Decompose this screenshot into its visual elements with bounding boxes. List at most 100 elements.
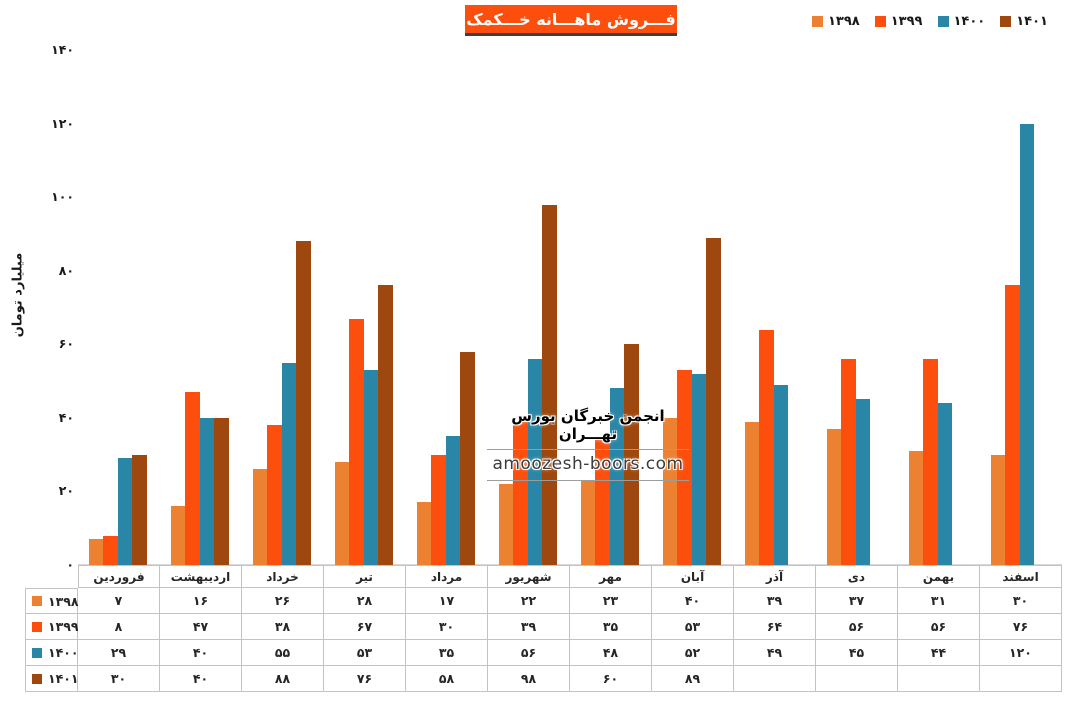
bar-1400-m1 xyxy=(117,458,132,565)
table-cell-1398-m1: ۷ xyxy=(78,588,160,614)
table-cell-1400-m4: ۵۳ xyxy=(324,640,406,666)
watermark-org-text: انجمن خبرگان بورس تهـــران xyxy=(511,407,665,443)
bar-1398-m5 xyxy=(416,502,431,565)
bar-1399-m11 xyxy=(923,359,938,565)
table-cell-1400-m8: ۵۲ xyxy=(652,640,734,666)
bar-1400-m12 xyxy=(1019,123,1034,565)
legend-item-1398: ۱۳۹۸ xyxy=(812,14,860,29)
bar-1399-m9 xyxy=(759,329,774,565)
legend-label-1401: ۱۴۰۱ xyxy=(1016,14,1048,29)
bar-1400-m4 xyxy=(363,370,378,565)
table-legend-swatch-1399 xyxy=(32,621,42,632)
bar-1399-m6 xyxy=(513,421,528,565)
bar-1399-m4 xyxy=(349,318,364,565)
watermark-site-text: amoozesh-boors.com xyxy=(492,454,684,474)
table-cell-1399-m4: ۶۷ xyxy=(324,614,406,640)
bar-1401-m2 xyxy=(214,417,229,565)
data-table: فروردین اردیبهشت خرداد تیر مرداد شهریور مهر آبا… xyxy=(25,565,1062,692)
table-legend-swatch-1401 xyxy=(32,673,42,684)
table-row-label-1398: ۱۳۹۸ xyxy=(25,588,79,614)
bar-1399-m12 xyxy=(1005,285,1020,565)
x-axis-line xyxy=(78,564,1062,565)
table-header-month-1: فروردین xyxy=(78,565,160,588)
table-cell-1401-m10 xyxy=(816,666,898,692)
table-cell-1398-m8: ۴۰ xyxy=(652,588,734,614)
legend-label-1399: ۱۳۹۹ xyxy=(890,14,923,29)
table-cell-1398-m3: ۲۶ xyxy=(242,588,324,614)
table-cell-1400-m7: ۴۸ xyxy=(570,640,652,666)
legend-item-1400: ۱۴۰۰ xyxy=(937,14,986,29)
table-cell-1399-m12: ۷۶ xyxy=(980,614,1062,640)
table-cell-1401-m8: ۸۹ xyxy=(652,666,734,692)
legend-item-1401: ۱۴۰۱ xyxy=(1000,14,1048,29)
bar-1401-m6 xyxy=(542,204,557,565)
table-cell-1398-m9: ۳۹ xyxy=(734,588,816,614)
watermark-divider-bottom xyxy=(487,480,689,481)
bar-1398-m10 xyxy=(826,428,841,565)
bar-1399-m1 xyxy=(103,535,118,565)
bar-1400-m3 xyxy=(281,362,296,565)
table-cell-1399-m2: ۴۷ xyxy=(160,614,242,640)
y-tick-60: ۶۰ xyxy=(58,336,74,352)
table-header-month-3: خرداد xyxy=(242,565,324,588)
plot-area xyxy=(78,0,1062,565)
legend-label-1400: ۱۴۰۰ xyxy=(953,14,986,29)
bar-1401-m4 xyxy=(378,285,393,565)
table-cell-1399-m1: ۸ xyxy=(78,614,160,640)
table-cell-1400-m10: ۴۵ xyxy=(816,640,898,666)
table-cell-1400-m9: ۴۹ xyxy=(734,640,816,666)
table-cell-1401-m2: ۴۰ xyxy=(160,666,242,692)
table-row-year-1401: ۱۴۰۱ xyxy=(48,671,79,686)
table-header-month-10: دی xyxy=(816,565,898,588)
bar-1401-m7 xyxy=(624,344,639,565)
y-tick-120: ۱۲۰ xyxy=(51,115,74,131)
table-cell-1401-m11 xyxy=(898,666,980,692)
table-row-year-1398: ۱۳۹۸ xyxy=(48,593,79,609)
table-cell-1400-m2: ۴۰ xyxy=(160,640,242,666)
table-cell-1401-m3: ۸۸ xyxy=(242,666,324,692)
table-cell-1398-m11: ۳۱ xyxy=(898,588,980,614)
table-cell-1398-m7: ۲۳ xyxy=(570,588,652,614)
bar-1398-m7 xyxy=(580,480,595,565)
table-row-label-1400: ۱۴۰۰ xyxy=(25,640,79,666)
bar-1401-m8 xyxy=(706,237,721,565)
y-tick-0: ۰ xyxy=(66,557,74,572)
bar-1401-m3 xyxy=(296,241,311,565)
legend-swatch-1400 xyxy=(937,16,949,27)
table-cell-1401-m5: ۵۸ xyxy=(406,666,488,692)
table-cell-1399-m7: ۳۵ xyxy=(570,614,652,640)
table-cell-1399-m5: ۳۰ xyxy=(406,614,488,640)
legend-item-1399: ۱۳۹۹ xyxy=(874,14,923,29)
table-cell-1401-m7: ۶۰ xyxy=(570,666,652,692)
bar-1399-m2 xyxy=(185,392,200,565)
table-cell-1401-m9 xyxy=(734,666,816,692)
table-cell-1400-m1: ۲۹ xyxy=(78,640,160,666)
bar-1401-m5 xyxy=(460,351,475,565)
table-cell-1401-m4: ۷۶ xyxy=(324,666,406,692)
legend-swatch-1398 xyxy=(812,16,823,27)
table-header-month-12: اسفند xyxy=(980,565,1062,588)
watermark-divider-top xyxy=(487,449,689,450)
legend-label-1398: ۱۳۹۸ xyxy=(828,14,860,29)
y-tick-40: ۴۰ xyxy=(58,409,74,425)
table-cell-1400-m12: ۱۲۰ xyxy=(980,640,1062,666)
bar-1398-m4 xyxy=(334,462,349,565)
bar-1399-m5 xyxy=(431,454,446,565)
bar-1398-m3 xyxy=(252,469,267,565)
bar-1398-m11 xyxy=(908,450,923,565)
table-cell-1400-m11: ۴۴ xyxy=(898,640,980,666)
y-tick-20: ۲۰ xyxy=(58,483,74,499)
table-header-month-4: تیر xyxy=(324,565,406,588)
table-header-month-9: آذر xyxy=(734,565,816,588)
table-cell-1401-m6: ۹۸ xyxy=(488,666,570,692)
bar-1399-m10 xyxy=(841,359,856,565)
bar-1399-m3 xyxy=(267,425,282,565)
y-axis-title: میلیارد تومان xyxy=(10,252,26,338)
table-cell-1398-m2: ۱۶ xyxy=(160,588,242,614)
table-row-year-1400: ۱۴۰۰ xyxy=(48,645,79,660)
table-cell-1401-m1: ۳۰ xyxy=(78,666,160,692)
table-cell-1400-m3: ۵۵ xyxy=(242,640,324,666)
table-row-label-1401: ۱۴۰۱ xyxy=(25,666,79,692)
table-cell-1400-m6: ۵۶ xyxy=(488,640,570,666)
